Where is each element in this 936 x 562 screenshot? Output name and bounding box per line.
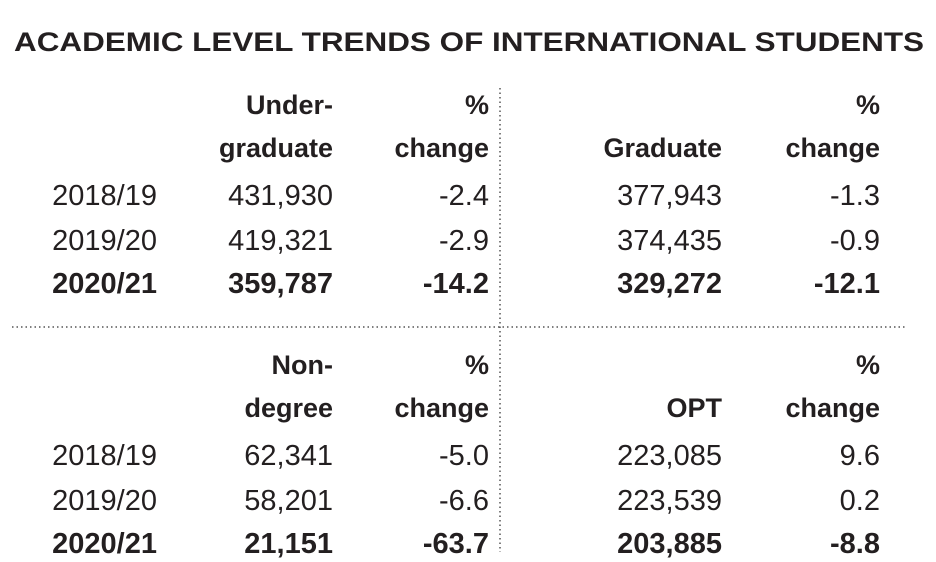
table-cell: 2018/19: [52, 440, 157, 472]
table-cell: -2.9: [439, 225, 489, 257]
column-header: %: [465, 350, 489, 380]
table-cell: 58,201: [244, 485, 333, 517]
table-cell: 9.6: [840, 440, 880, 472]
table-cell: 223,085: [617, 440, 722, 472]
column-header: %: [465, 90, 489, 120]
title: ACADEMIC LEVEL TRENDS OF INTERNATIONAL S…: [14, 27, 924, 57]
table-cell: -0.9: [830, 225, 880, 257]
table-cell: 431,930: [228, 180, 333, 212]
table-cell: -1.3: [830, 180, 880, 212]
column-header: Non-: [272, 350, 333, 380]
table-cell: 374,435: [617, 225, 722, 257]
table-cell: -8.8: [830, 528, 880, 560]
table-cell: 2018/19: [52, 180, 157, 212]
column-header: Under-: [246, 90, 333, 120]
table-cell: 2020/21: [52, 268, 157, 300]
column-header: change: [785, 133, 880, 163]
table-cell: 2019/20: [52, 225, 157, 257]
table-cell: -12.1: [814, 268, 880, 300]
table-cell: 62,341: [244, 440, 333, 472]
table-cell: 203,885: [617, 528, 722, 560]
table-cell: 359,787: [228, 268, 333, 300]
table-cell: -63.7: [423, 528, 489, 560]
table-cell: 377,943: [617, 180, 722, 212]
table-cell: 2020/21: [52, 528, 157, 560]
table-cell: -6.6: [439, 485, 489, 517]
column-header: degree: [244, 393, 333, 423]
table-cell: 2019/20: [52, 485, 157, 517]
column-header: change: [394, 393, 489, 423]
column-header: change: [785, 393, 880, 423]
column-header: Graduate: [603, 133, 722, 163]
column-header: change: [394, 133, 489, 163]
table-cell: 329,272: [617, 268, 722, 300]
table-cell: -14.2: [423, 268, 489, 300]
table-cell: -2.4: [439, 180, 489, 212]
table-cell: 21,151: [244, 528, 333, 560]
table-cell: -5.0: [439, 440, 489, 472]
table-cell: 223,539: [617, 485, 722, 517]
column-header: OPT: [666, 393, 722, 423]
column-header: %: [856, 90, 880, 120]
table-cell: 0.2: [840, 485, 880, 517]
column-header: graduate: [219, 133, 333, 163]
table-cell: 419,321: [228, 225, 333, 257]
column-header: %: [856, 350, 880, 380]
